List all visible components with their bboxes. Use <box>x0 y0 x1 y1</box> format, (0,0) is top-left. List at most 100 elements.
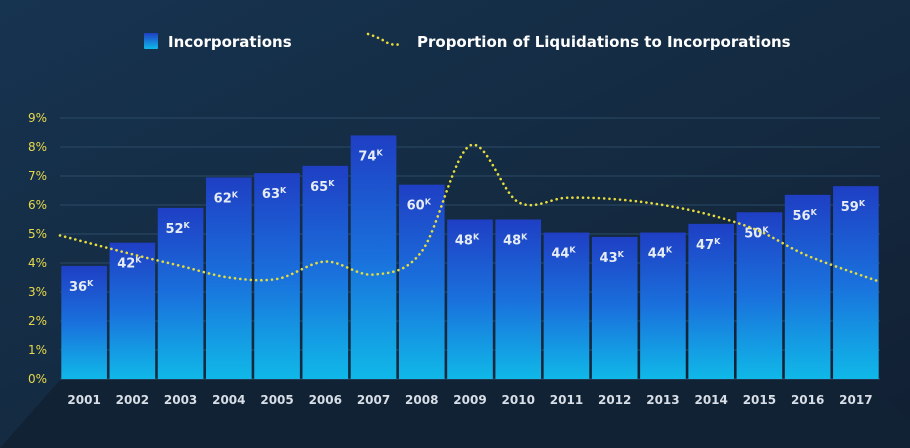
bar <box>302 165 349 379</box>
bar <box>398 184 445 379</box>
legend-label-liquidations: Proportion of Liquidations to Incorporat… <box>417 33 791 51</box>
legend-item-liquidations: Proportion of Liquidations to Incorporat… <box>366 32 791 51</box>
bar-data-label-suffix: K <box>376 148 383 157</box>
x-tick-label: 2011 <box>550 393 583 407</box>
y-tick-label: 7% <box>28 169 47 183</box>
bar-data-label: 60K <box>407 198 432 214</box>
bar-data-label-suffix: K <box>473 233 480 242</box>
y-tick-label: 9% <box>28 111 47 125</box>
bar-data-label: 47K <box>696 237 721 253</box>
bar-data-label-suffix: K <box>666 246 673 255</box>
bar-data-label-value: 48 <box>455 234 473 249</box>
bar-data-label-value: 74 <box>358 149 376 164</box>
bar-data-label: 62K <box>214 190 239 206</box>
bar-data-label-value: 63 <box>262 187 280 202</box>
bar-data-label: 44K <box>648 246 673 262</box>
legend-item-incorporations: Incorporations <box>144 33 292 51</box>
bar-data-label-suffix: K <box>569 246 576 255</box>
bar <box>254 173 300 379</box>
bar-data-label: 56K <box>792 208 817 224</box>
x-tick-label: 2010 <box>502 393 535 407</box>
bar-data-label-suffix: K <box>328 179 335 188</box>
legend-swatch-bar <box>144 33 158 49</box>
x-tick-label: 2006 <box>309 393 342 407</box>
bar-data-label: 74K <box>358 148 383 164</box>
liquidations-line <box>58 143 882 284</box>
x-tick-label: 2004 <box>212 393 245 407</box>
bar-data-label-value: 44 <box>551 247 569 262</box>
bar-data-label-suffix: K <box>762 225 769 234</box>
bar-data-label-value: 43 <box>600 251 618 266</box>
bar-data-label-value: 56 <box>792 209 810 224</box>
bar-data-label: 48K <box>503 233 528 249</box>
x-tick-label: 2009 <box>453 393 486 407</box>
bar <box>736 212 783 379</box>
bar <box>833 186 879 379</box>
bar-data-label: 59K <box>841 199 866 215</box>
x-tick-label: 2016 <box>791 393 824 407</box>
bar-data-label-value: 65 <box>310 180 328 195</box>
bar-data-label: 42K <box>117 256 142 272</box>
bar-data-label: 63K <box>262 186 287 202</box>
bar-data-label: 48K <box>455 233 480 249</box>
bar <box>495 219 542 379</box>
bars <box>61 135 879 379</box>
legend: Incorporations Proportion of Liquidation… <box>144 32 791 51</box>
bar-data-label: 43K <box>600 250 625 266</box>
bar-data-label-value: 47 <box>696 238 714 253</box>
y-axis: 0% 1% 2% 3% 4% 5% 6% 7% 8% 9% <box>28 111 47 386</box>
bar-data-label-suffix: K <box>425 198 432 207</box>
x-tick-label: 2008 <box>405 393 438 407</box>
x-tick-label: 2003 <box>164 393 197 407</box>
bar-data-label-value: 60 <box>407 199 425 214</box>
x-tick-label: 2013 <box>646 393 679 407</box>
bar-data-label-suffix: K <box>87 279 94 288</box>
bar-data-label: 65K <box>310 179 335 195</box>
bar <box>350 135 397 379</box>
legend-swatch-line <box>366 32 404 46</box>
bar-data-label-value: 62 <box>214 191 232 206</box>
y-tick-label: 3% <box>28 285 47 299</box>
bar <box>784 194 831 379</box>
bar-data-label-suffix: K <box>521 233 528 242</box>
bar <box>61 265 107 379</box>
legend-label-incorporations: Incorporations <box>168 33 292 51</box>
bar <box>591 236 638 379</box>
bar-data-label-value: 59 <box>841 200 859 215</box>
y-tick-label: 2% <box>28 314 47 328</box>
bar-data-label-suffix: K <box>184 221 191 230</box>
y-tick-label: 1% <box>28 343 47 357</box>
x-tick-label: 2017 <box>839 393 872 407</box>
x-tick-label: 2007 <box>357 393 390 407</box>
bar <box>640 232 686 379</box>
bar-data-label-suffix: K <box>714 237 721 246</box>
bar-data-label-suffix: K <box>135 256 142 265</box>
x-tick-label: 2014 <box>694 393 727 407</box>
bar-data-label-suffix: K <box>232 190 239 199</box>
bar <box>543 232 590 379</box>
x-tick-label: 2005 <box>260 393 293 407</box>
bar-data-label-suffix: K <box>280 186 287 195</box>
bar-data-label-value: 44 <box>648 247 666 262</box>
bar <box>688 223 734 379</box>
y-tick-label: 8% <box>28 140 47 154</box>
y-tick-label: 4% <box>28 256 47 270</box>
x-tick-label: 2015 <box>743 393 776 407</box>
bar-data-label-value: 36 <box>69 280 87 295</box>
y-tick-label: 6% <box>28 198 47 212</box>
bar-data-label-suffix: K <box>618 250 625 259</box>
x-axis: 2001 2002 2003 2004 2005 2006 2007 2008 2009 2010… <box>67 393 872 407</box>
bar-data-label-suffix: K <box>811 208 818 217</box>
bar-data-label-suffix: K <box>859 199 866 208</box>
bar-data-label-value: 48 <box>503 234 521 249</box>
x-tick-label: 2012 <box>598 393 631 407</box>
chart-floor <box>0 380 910 448</box>
y-tick-label: 0% <box>28 372 47 386</box>
bar-data-label-value: 42 <box>117 257 135 272</box>
bar-data-label-value: 50 <box>744 226 762 241</box>
bar <box>447 219 493 379</box>
bar-data-label: 52K <box>165 221 190 237</box>
bar <box>157 207 204 379</box>
